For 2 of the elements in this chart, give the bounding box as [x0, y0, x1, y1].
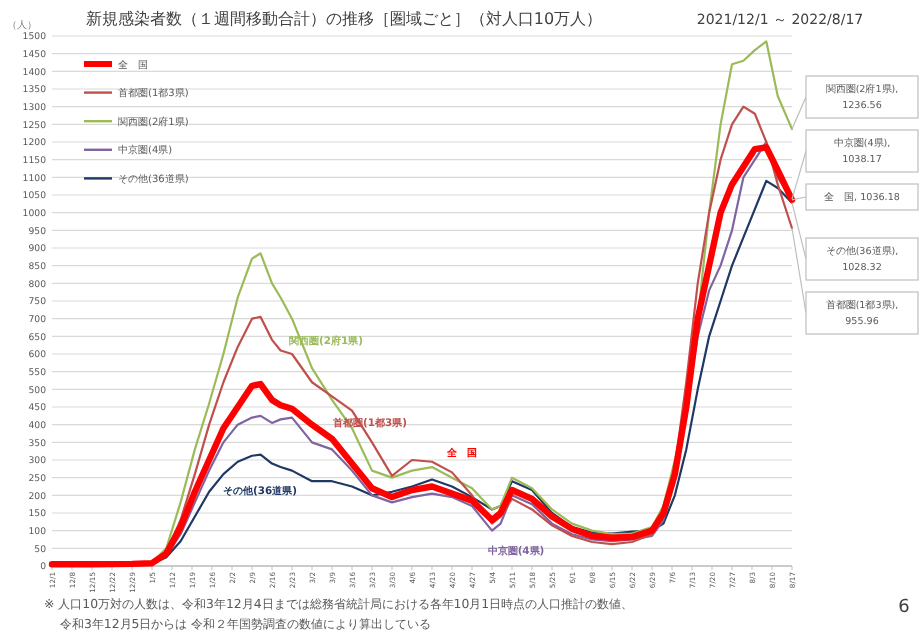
chart-title: 新規感染者数（１週間移動合計）の推移［圏域ごと］（対人口10万人）	[85, 10, 603, 28]
text: 6	[898, 598, 911, 618]
